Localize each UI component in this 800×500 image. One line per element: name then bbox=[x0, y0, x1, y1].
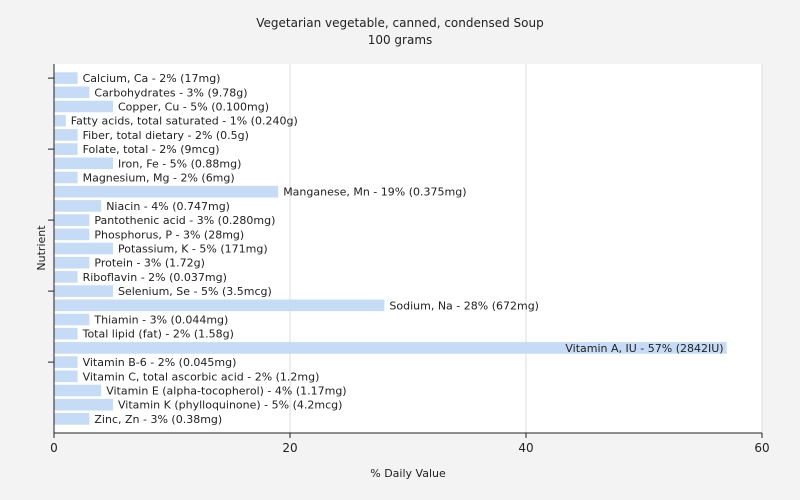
bar-label: Folate, total - 2% (9mcg) bbox=[83, 143, 220, 156]
bar-label: Selenium, Se - 5% (3.5mcg) bbox=[118, 285, 272, 298]
bar-label: Phosphorus, P - 3% (28mg) bbox=[94, 228, 244, 241]
x-tick-labels: 0 20 40 60 bbox=[50, 441, 769, 455]
bar bbox=[54, 200, 102, 212]
bar bbox=[54, 271, 78, 283]
bar bbox=[54, 86, 90, 99]
bar bbox=[54, 171, 78, 184]
bar-label: Fatty acids, total saturated - 1% (0.240… bbox=[71, 115, 298, 128]
bar bbox=[54, 327, 78, 340]
bar-label: Iron, Fe - 5% (0.88mg) bbox=[118, 157, 241, 170]
bar-label: Vitamin C, total ascorbic acid - 2% (1.2… bbox=[83, 370, 320, 383]
y-axis-label: Nutrient bbox=[35, 225, 48, 271]
bar bbox=[54, 143, 78, 155]
bar-label: Protein - 3% (1.72g) bbox=[94, 257, 205, 270]
bar bbox=[54, 299, 385, 312]
bar-label: Vitamin E (alpha-tocopherol) - 4% (1.17m… bbox=[106, 385, 346, 398]
bar-label: Copper, Cu - 5% (0.100mg) bbox=[118, 101, 269, 114]
bar bbox=[54, 313, 90, 326]
axes bbox=[48, 64, 763, 438]
plot-area bbox=[54, 64, 762, 433]
bar-label: Zinc, Zn - 3% (0.38mg) bbox=[94, 413, 222, 426]
bars bbox=[54, 72, 727, 425]
bar-label: Thiamin - 3% (0.044mg) bbox=[93, 314, 228, 327]
chart-title: Vegetarian vegetable, canned, condensed … bbox=[256, 16, 543, 30]
bar bbox=[54, 342, 727, 354]
bar bbox=[54, 129, 78, 141]
x-tick-label: 60 bbox=[754, 441, 769, 455]
bar-label: Vitamin K (phylloquinone) - 5% (4.2mcg) bbox=[118, 399, 342, 412]
x-tick-label: 40 bbox=[518, 441, 533, 455]
bar bbox=[54, 100, 113, 113]
bar-label: Vitamin B-6 - 2% (0.045mg) bbox=[83, 356, 237, 369]
bar bbox=[54, 114, 66, 127]
bar bbox=[54, 185, 279, 198]
x-tick-label: 0 bbox=[50, 441, 58, 455]
bar bbox=[54, 228, 90, 241]
bar bbox=[54, 370, 78, 383]
bar-label: Magnesium, Mg - 2% (6mg) bbox=[83, 172, 235, 185]
bar bbox=[54, 256, 90, 269]
bar-label: Riboflavin - 2% (0.037mg) bbox=[83, 271, 227, 284]
bar bbox=[54, 214, 90, 226]
grid-lines bbox=[289, 64, 763, 433]
bar bbox=[54, 242, 113, 255]
bar bbox=[54, 398, 113, 411]
bar bbox=[54, 285, 113, 297]
bar-label: Total lipid (fat) - 2% (1.58g) bbox=[82, 328, 234, 341]
bar-label: Niacin - 4% (0.747mg) bbox=[106, 200, 230, 213]
bar-label: Pantothenic acid - 3% (0.280mg) bbox=[94, 214, 275, 227]
x-tick-label: 20 bbox=[282, 441, 297, 455]
bar bbox=[54, 356, 78, 368]
bar-label: Carbohydrates - 3% (9.78g) bbox=[94, 86, 247, 99]
bar-label: Manganese, Mn - 19% (0.375mg) bbox=[283, 186, 466, 199]
bar bbox=[54, 384, 102, 397]
bar-label: Potassium, K - 5% (171mg) bbox=[118, 243, 268, 256]
bar bbox=[54, 72, 78, 84]
bar-label: Vitamin A, IU - 57% (2842IU) bbox=[565, 342, 723, 355]
x-axis-label: % Daily Value bbox=[370, 467, 446, 480]
chart-subtitle: 100 grams bbox=[368, 33, 433, 47]
bar-label: Sodium, Na - 28% (672mg) bbox=[389, 299, 539, 312]
bar bbox=[54, 413, 90, 425]
bar-label: Fiber, total dietary - 2% (0.5g) bbox=[83, 129, 249, 142]
bar-labels: Calcium, Ca - 2% (17mg)Carbohydrates - 3… bbox=[71, 72, 724, 426]
bar bbox=[54, 157, 113, 170]
bar-label: Calcium, Ca - 2% (17mg) bbox=[83, 72, 221, 85]
